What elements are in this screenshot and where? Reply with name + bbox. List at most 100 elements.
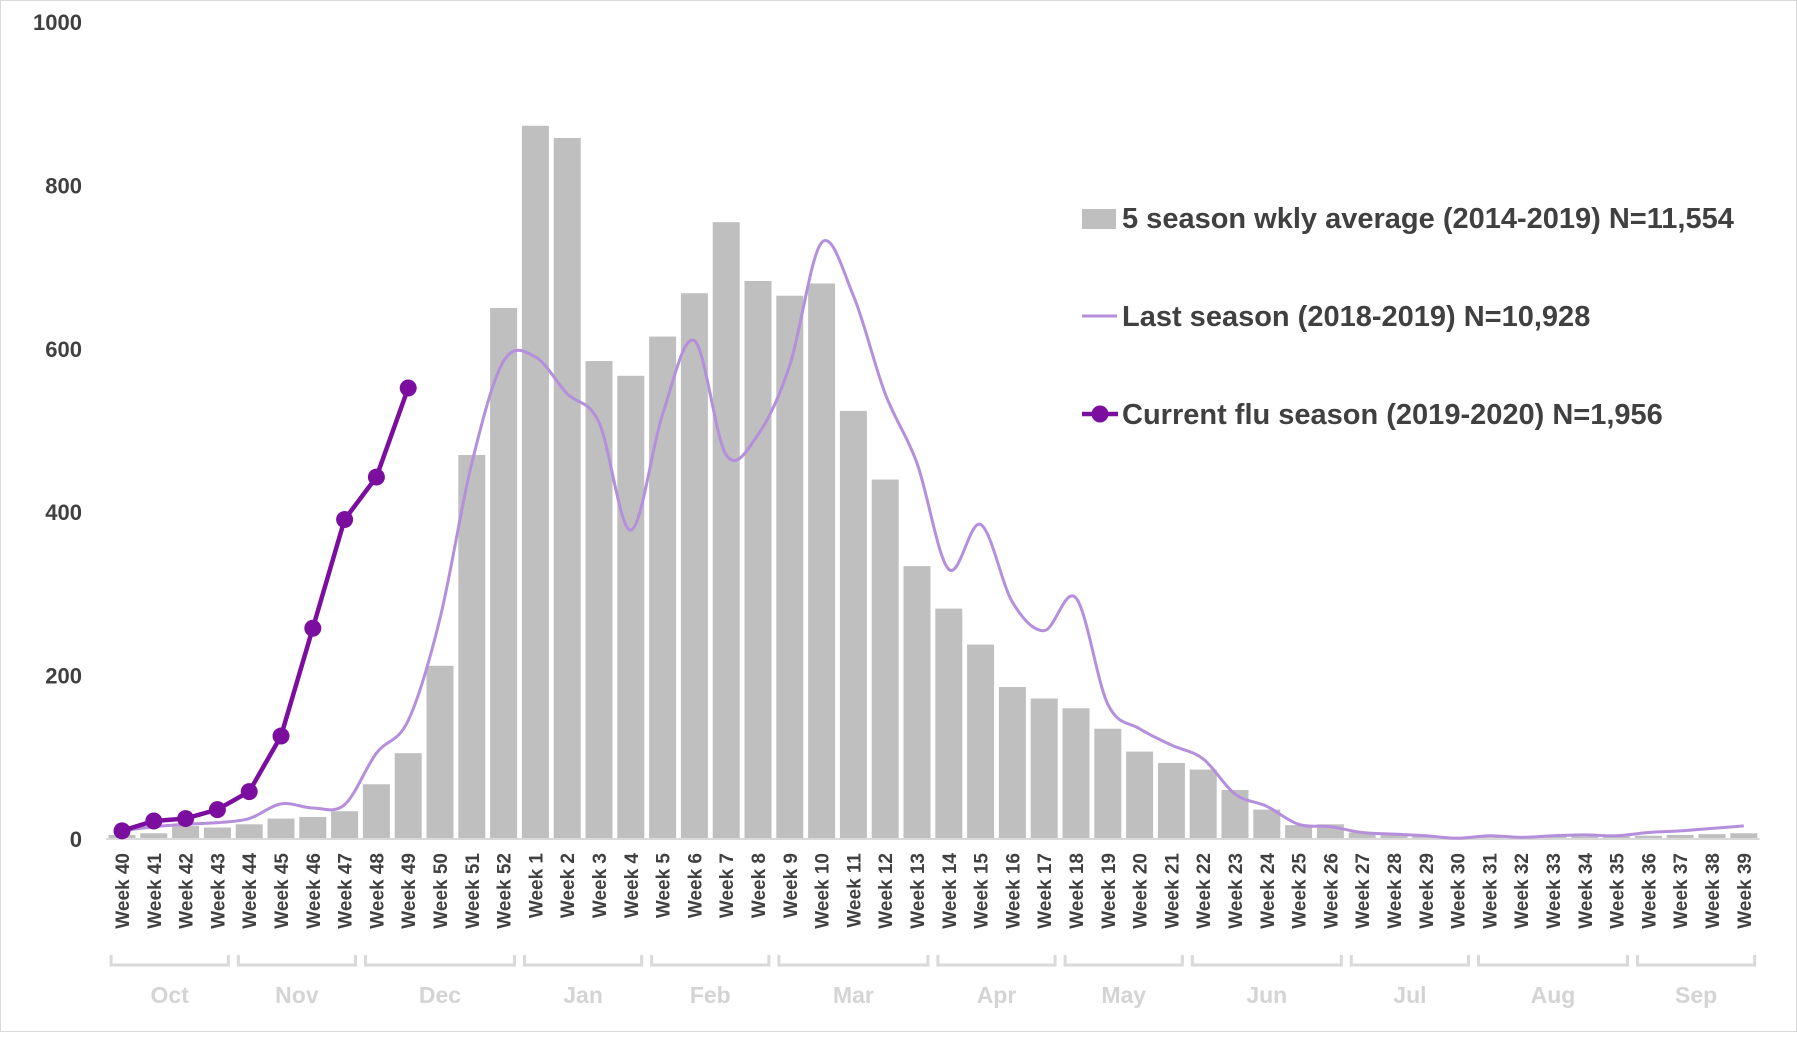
x-tick-label: Week 43 <box>208 853 229 929</box>
bar-week-23 <box>1221 789 1249 839</box>
month-bracket <box>364 955 516 967</box>
bar-week-37 <box>1666 834 1694 839</box>
x-tick-label: Week 50 <box>431 853 452 929</box>
month-label: Aug <box>1531 982 1576 1008</box>
month-groups: Oct Nov Dec Jan Feb Mar Apr May Jun Jul Aug Sep <box>109 955 1757 1008</box>
current-season-marker <box>272 727 290 745</box>
bar-week-11 <box>839 410 867 839</box>
x-tick-label: Week 8 <box>749 853 770 918</box>
bar-week-9 <box>776 295 804 839</box>
x-tick-label: Week 37 <box>1671 853 1692 929</box>
bar-week-15 <box>967 644 995 839</box>
current-season-marker <box>367 468 385 486</box>
month-label: Jul <box>1393 982 1426 1008</box>
x-tick-label: Week 52 <box>495 853 516 929</box>
month-bracket <box>1477 955 1629 967</box>
current-season-marker <box>240 783 258 801</box>
x-tick-label: Week 11 <box>844 853 865 928</box>
current-season-line <box>121 387 411 833</box>
x-tick-label: Week 35 <box>1608 853 1629 929</box>
y-tick-label: 600 <box>45 337 82 362</box>
x-tick-label: Week 45 <box>272 853 293 929</box>
current-season-series <box>113 379 417 840</box>
month-label: Feb <box>690 982 731 1008</box>
bar-week-5 <box>649 336 677 839</box>
x-tick-label: Week 38 <box>1703 853 1724 929</box>
x-tick-label: Week 32 <box>1512 853 1533 929</box>
bar-week-18 <box>1062 708 1090 839</box>
x-tick-label: Week 24 <box>1258 853 1279 929</box>
last-season-line <box>121 239 1744 840</box>
x-tick-label: Week 44 <box>240 853 261 929</box>
x-tick-label: Week 30 <box>1449 853 1470 929</box>
current-season-marker <box>399 379 417 397</box>
x-tick-label: Week 10 <box>813 853 834 929</box>
legend-label: Current flu season (2019-2020) N=1,956 <box>1122 399 1663 431</box>
y-tick-label: 800 <box>45 173 82 198</box>
current-season-marker <box>304 619 322 637</box>
current-season-marker <box>177 810 195 828</box>
bar-week-49 <box>394 753 422 839</box>
bar-week-50 <box>426 665 454 839</box>
y-axis-ticks: 0 200 400 600 800 1000 <box>33 10 82 852</box>
bar-week-27 <box>1348 832 1376 839</box>
bar-week-41 <box>140 833 168 839</box>
y-tick-label: 0 <box>70 827 82 852</box>
x-tick-label: Week 47 <box>336 853 357 929</box>
bar-week-35 <box>1603 836 1631 839</box>
bar-week-44 <box>235 824 263 839</box>
bar-week-14 <box>935 608 963 839</box>
current-season-marker <box>145 812 163 830</box>
month-bracket <box>1636 955 1757 967</box>
month-bracket <box>1190 955 1343 967</box>
x-tick-label: Week 48 <box>367 853 388 929</box>
x-tick-label: Week 5 <box>654 853 675 919</box>
x-tick-label: Week 9 <box>781 853 802 918</box>
month-bracket <box>109 955 230 967</box>
month-label: Jun <box>1246 982 1287 1008</box>
bar-week-21 <box>1157 763 1185 839</box>
x-tick-label: Week 21 <box>1162 853 1183 929</box>
x-tick-label: Week 4 <box>622 853 643 919</box>
bar-week-25 <box>1285 825 1313 839</box>
x-tick-label: Week 18 <box>1067 853 1088 929</box>
legend: 5 season wkly average (2014-2019) N=11,5… <box>1082 203 1734 431</box>
legend-label: Last season (2018-2019) N=10,928 <box>1122 301 1590 333</box>
x-tick-label: Week 40 <box>113 853 134 929</box>
x-tick-label: Week 20 <box>1131 853 1152 929</box>
month-label: Jan <box>563 982 603 1008</box>
bar-week-28 <box>1380 834 1408 839</box>
average-bars <box>108 125 1758 840</box>
month-bracket <box>1349 955 1470 967</box>
bar-week-48 <box>362 784 390 839</box>
x-tick-label: Week 49 <box>399 853 420 929</box>
bar-week-19 <box>1094 728 1122 839</box>
x-tick-label: Week 51 <box>463 853 484 929</box>
bar-week-1 <box>521 125 549 839</box>
y-tick-label: 1000 <box>33 10 82 35</box>
bar-week-12 <box>871 479 899 839</box>
x-tick-label: Week 42 <box>177 853 198 929</box>
bar-week-20 <box>1126 751 1154 839</box>
x-tick-label: Week 27 <box>1353 853 1374 929</box>
bar-week-24 <box>1253 809 1281 839</box>
bar-week-42 <box>172 825 200 839</box>
bar-week-34 <box>1571 836 1599 839</box>
x-tick-label: Week 26 <box>1321 853 1342 929</box>
y-tick-label: 200 <box>45 664 82 689</box>
x-tick-label: Week 28 <box>1385 853 1406 929</box>
bar-week-33 <box>1539 836 1567 839</box>
month-label: Oct <box>151 982 190 1008</box>
x-tick-label: Week 15 <box>972 853 993 929</box>
bar-week-17 <box>1030 698 1058 839</box>
month-label: Nov <box>275 982 319 1008</box>
bar-week-36 <box>1634 835 1662 839</box>
legend-bar-swatch <box>1082 209 1116 229</box>
x-tick-label: Week 2 <box>558 853 579 918</box>
month-label: Dec <box>419 982 461 1008</box>
x-tick-label: Week 33 <box>1544 853 1565 929</box>
bar-week-47 <box>331 811 359 839</box>
x-tick-label: Week 19 <box>1099 853 1120 929</box>
